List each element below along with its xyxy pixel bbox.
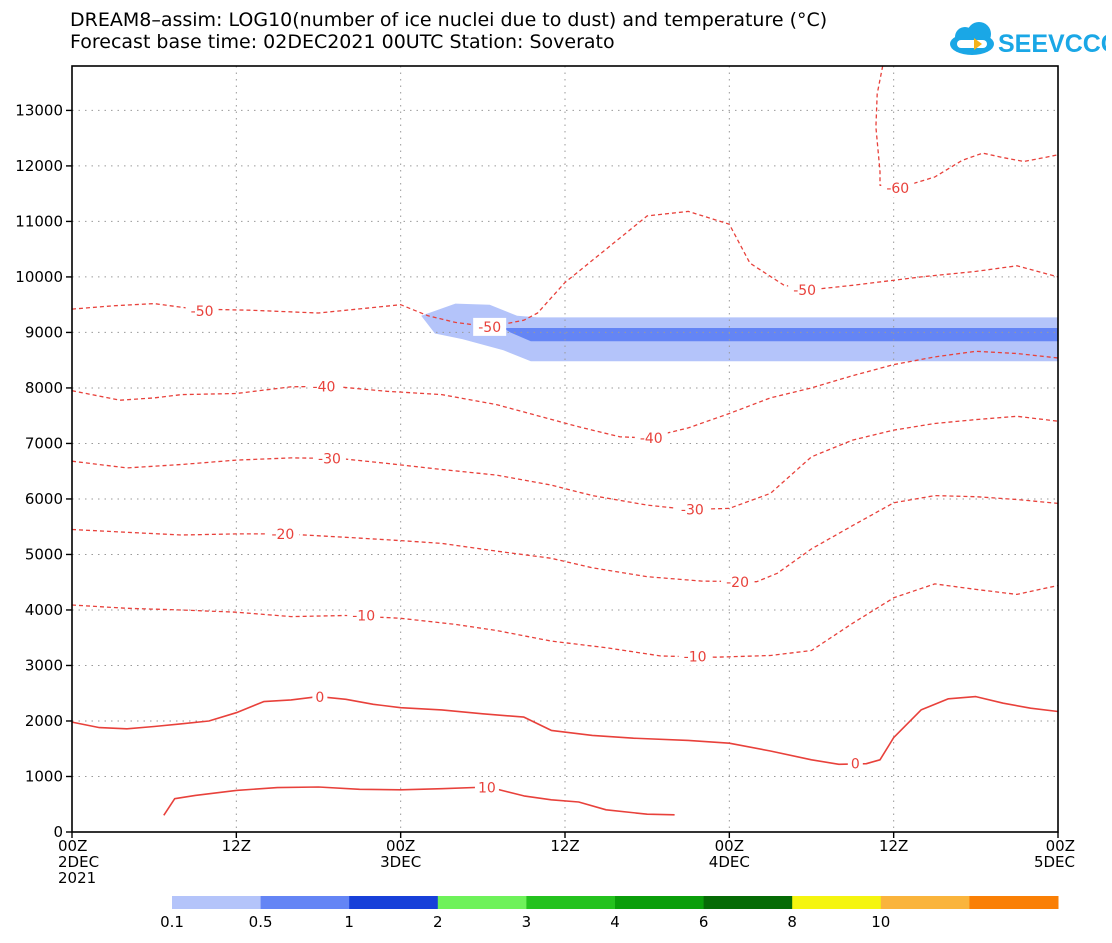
x-tick-label: 00Z: [1046, 837, 1075, 855]
y-tick-label: 5000: [25, 545, 63, 563]
contour-label-bg: [312, 449, 346, 468]
colorbar: 0.1 0.5 1 2 3 4 6 8 10: [160, 896, 1059, 931]
contour-label-bg: [347, 606, 381, 625]
contour-label-bg: [307, 377, 341, 396]
contour-label-bg: [474, 778, 499, 797]
colorbar-swatch: [349, 896, 439, 909]
y-tick-label: 7000: [25, 434, 63, 452]
contour-label: 0: [315, 690, 324, 706]
contour-label-bg: [266, 524, 300, 543]
contour-label: -30: [318, 451, 341, 467]
colorbar-swatch: [880, 896, 970, 909]
contour-label-bg: [634, 428, 668, 447]
colorbar-swatch: [260, 896, 350, 909]
x-tick-label: 2021: [58, 869, 96, 887]
contour-label-bg: [881, 179, 915, 198]
contour-label: -60: [886, 181, 909, 197]
contour-label-bg: [847, 754, 863, 773]
chart-subtitle: Forecast base time: 02DEC2021 00UTC Stat…: [70, 31, 615, 53]
contour-label: -10: [352, 609, 375, 625]
x-tick-label: 00Z: [58, 837, 87, 855]
x-tick-label: 5DEC: [1034, 853, 1075, 871]
colorbar-swatch: [172, 896, 262, 909]
contour-label-bg: [312, 688, 328, 707]
seevccc-logo: SEEVCCC: [950, 22, 1106, 58]
contour-label: -50: [191, 304, 214, 320]
y-tick-label: 0: [53, 823, 63, 841]
colorbar-swatch: [437, 896, 527, 909]
y-tick-label: 10000: [15, 268, 63, 286]
x-tick-label: 3DEC: [380, 853, 421, 871]
colorbar-swatch: [792, 896, 882, 909]
contour-label-bg: [678, 647, 712, 666]
colorbar-label: 3: [522, 913, 532, 931]
colorbar-label: 2: [433, 913, 443, 931]
contour-label-bg: [721, 573, 755, 592]
contour-line--40: [71, 350, 1059, 439]
colorbar-swatch: [526, 896, 616, 909]
contour-label: -50: [478, 320, 501, 336]
x-tick-label: 2DEC: [58, 853, 99, 871]
y-axis: 0 1000 2000 3000 4000 5000 6000 7000 8000 9000 100…: [15, 101, 72, 841]
contour-label: 10: [478, 781, 496, 797]
cloud-icon: [950, 22, 994, 55]
contour-label-bg: [788, 281, 822, 300]
colorbar-label: 1: [344, 913, 354, 931]
colorbar-label: 4: [610, 913, 620, 931]
contour-label-bg: [185, 301, 219, 320]
x-tick-label: 00Z: [715, 837, 744, 855]
y-tick-label: 11000: [15, 212, 63, 230]
y-tick-label: 2000: [25, 712, 63, 730]
contour-label-bg: [473, 317, 507, 336]
chart-title: DREAM8–assim: LOG10(number of ice nuclei…: [70, 9, 828, 31]
contour-label: -10: [684, 650, 707, 666]
contour-line--10: [71, 583, 1059, 658]
colorbar-swatch: [969, 896, 1059, 909]
y-tick-label: 6000: [25, 490, 63, 508]
contour-label: -50: [793, 283, 816, 299]
contour-label: -20: [726, 575, 749, 591]
colorbar-label: 0.5: [249, 913, 273, 931]
contour-label: -40: [313, 379, 336, 395]
y-tick-label: 8000: [25, 379, 63, 397]
contour-labels: -60 -50 -50 -50 -40 -40 -30 -30 -20 -20 -10 -10 0 0 10: [185, 179, 915, 797]
contour-line--30: [71, 415, 1059, 511]
contour-label-bg: [675, 500, 709, 519]
contour-line-0: [71, 695, 1059, 766]
contour-line--50: [71, 210, 1059, 328]
colorbar-label: 8: [787, 913, 797, 931]
gridlines: [72, 66, 1058, 832]
shaded-regions: [421, 303, 1058, 362]
y-tick-label: 13000: [15, 101, 63, 119]
x-tick-label: 00Z: [386, 837, 415, 855]
shaded-region-2: [503, 328, 1058, 342]
contour-label: -30: [681, 503, 704, 519]
contour-line--60: [875, 65, 1059, 186]
colorbar-swatch: [615, 896, 705, 909]
contour-line-10: [163, 786, 675, 816]
y-tick-label: 4000: [25, 601, 63, 619]
contour-label: 0: [851, 757, 860, 773]
contour-label: -20: [271, 527, 294, 543]
contour-label: -40: [640, 431, 663, 447]
x-tick-label: 12Z: [222, 837, 251, 855]
x-tick-label: 4DEC: [709, 853, 750, 871]
logo-text: SEEVCCC: [998, 30, 1106, 58]
y-tick-label: 12000: [15, 157, 63, 175]
colorbar-label: 0.1: [160, 913, 184, 931]
x-tick-label: 12Z: [550, 837, 579, 855]
x-tick-label: 12Z: [879, 837, 908, 855]
y-tick-label: 9000: [25, 323, 63, 341]
temperature-contours: [71, 65, 1059, 816]
colorbar-swatch: [703, 896, 793, 909]
y-tick-label: 3000: [25, 656, 63, 674]
colorbar-label: 10: [871, 913, 890, 931]
colorbar-label: 6: [699, 913, 709, 931]
y-tick-label: 1000: [25, 767, 63, 785]
